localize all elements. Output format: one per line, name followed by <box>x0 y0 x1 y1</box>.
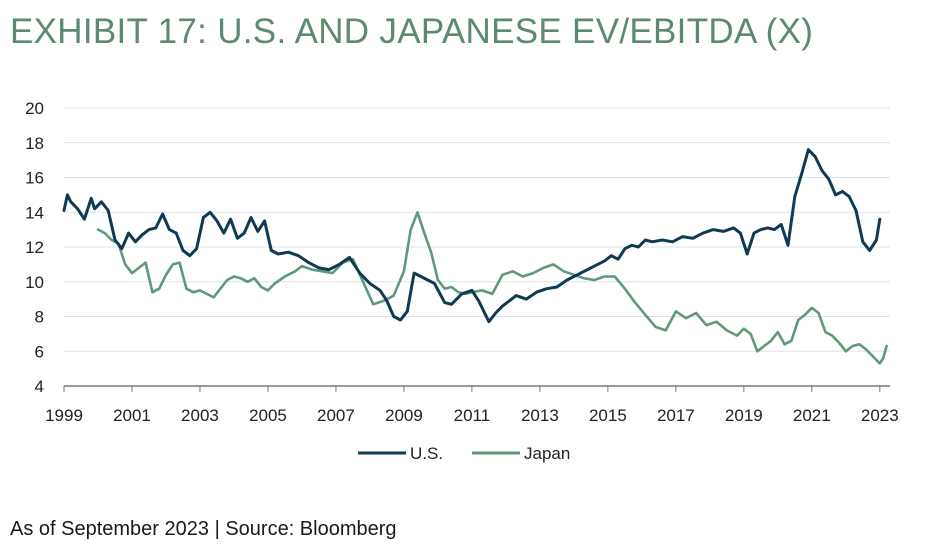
x-tick-label: 2011 <box>454 406 491 425</box>
legend-label-us: U.S. <box>410 444 443 463</box>
y-tick-label: 14 <box>25 203 44 222</box>
y-axis-ticks: 20 18 16 14 12 10 8 6 4 <box>25 99 44 396</box>
x-tick-label: 2007 <box>317 406 355 425</box>
line-chart: 20 18 16 14 12 10 8 6 4 1999 2001 2003 2005 2007 2009… <box>25 99 899 463</box>
x-tick-label: 2009 <box>385 406 423 425</box>
source-note: As of September 2023 | Source: Bloomberg <box>10 518 397 540</box>
x-tick-label: 2001 <box>113 406 151 425</box>
y-tick-label: 12 <box>25 238 44 257</box>
chart-title: EXHIBIT 17: U.S. AND JAPANESE EV/EBITDA … <box>10 12 814 51</box>
x-axis-ticks: 1999 2001 2003 2005 2007 2009 2011 2013 2015 2017… <box>45 386 899 425</box>
legend: U.S. Japan <box>358 444 570 463</box>
x-tick-label: 2017 <box>657 406 695 425</box>
series-lines <box>62 148 888 365</box>
x-tick-label: 1999 <box>45 406 83 425</box>
x-tick-label: 2015 <box>589 406 627 425</box>
y-tick-label: 6 <box>35 342 44 361</box>
x-tick-label: 2003 <box>181 406 219 425</box>
y-tick-label: 20 <box>25 99 44 118</box>
x-tick-label: 2019 <box>725 406 763 425</box>
series-line-us <box>62 148 882 324</box>
y-tick-label: 8 <box>35 308 44 327</box>
grid-lines <box>64 107 890 352</box>
x-tick-label: 2023 <box>861 406 899 425</box>
series-line-japan <box>96 211 888 365</box>
y-tick-label: 10 <box>25 273 44 292</box>
legend-label-japan: Japan <box>524 444 570 463</box>
x-tick-label: 2021 <box>793 406 831 425</box>
y-tick-label: 4 <box>35 377 44 396</box>
y-tick-label: 18 <box>25 134 44 153</box>
x-tick-label: 2013 <box>521 406 559 425</box>
x-tick-label: 2005 <box>249 406 287 425</box>
y-tick-label: 16 <box>25 169 44 188</box>
